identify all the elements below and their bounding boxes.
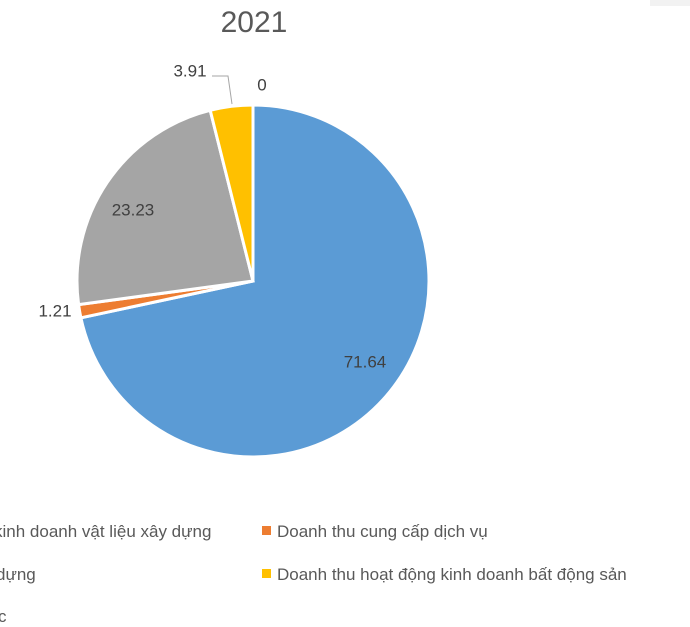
legend-label: Doanh thu hoạt động kinh doanh bất động …	[277, 565, 627, 584]
chart-title: 2021	[220, 6, 288, 39]
legend-label: Doanh thu cung cấp dịch vụ	[277, 522, 488, 541]
pie-chart: 71.64 1.21 23.23 3.91 0	[38, 61, 431, 459]
data-label: 23.23	[112, 200, 155, 219]
data-label: 0	[257, 75, 266, 94]
chart-area-corner	[650, 0, 690, 6]
legend-item-construction: dựng	[0, 565, 36, 585]
pie-slice	[75, 108, 255, 307]
legend-label: c	[0, 607, 7, 626]
legend-swatch	[262, 526, 271, 536]
legend-item-services: Doanh thu cung cấp dịch vụ	[262, 522, 488, 542]
legend-item-real-estate: Doanh thu hoạt động kinh doanh bất động …	[262, 565, 627, 585]
pie-slice	[208, 103, 255, 282]
data-label: 3.91	[173, 61, 206, 80]
legend-label: dựng	[0, 565, 36, 584]
legend-swatch	[262, 569, 271, 579]
data-label: 1.21	[38, 301, 71, 320]
pie-slice	[79, 103, 431, 459]
legend-item-building-materials: kinh doanh vật liệu xây dựng	[0, 522, 211, 542]
legend-label: kinh doanh vật liệu xây dựng	[0, 522, 212, 541]
data-label: 71.64	[344, 352, 387, 371]
legend-item-other: c	[0, 607, 7, 627]
leader-line	[212, 75, 233, 105]
